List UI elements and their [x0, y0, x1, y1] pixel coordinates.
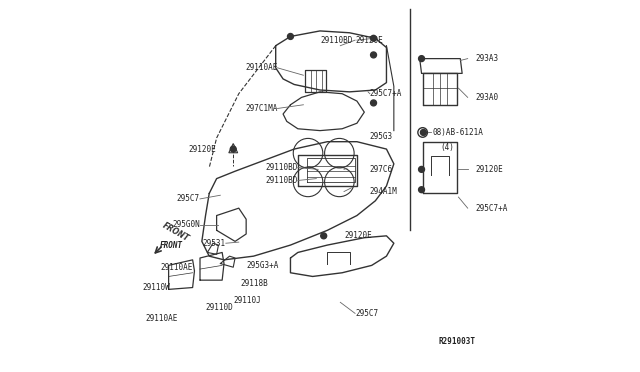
- Text: 295G3: 295G3: [370, 132, 393, 141]
- Text: 29531: 29531: [203, 239, 226, 248]
- Circle shape: [420, 129, 426, 135]
- Text: 294A1M: 294A1M: [370, 187, 397, 196]
- Text: 297C1MA: 297C1MA: [245, 104, 278, 113]
- Text: 29118B: 29118B: [241, 279, 268, 288]
- Circle shape: [230, 146, 236, 152]
- Text: 29110AE: 29110AE: [160, 263, 193, 272]
- Circle shape: [371, 100, 376, 106]
- Text: 295G0N: 295G0N: [172, 220, 200, 229]
- Circle shape: [371, 35, 376, 41]
- Text: 29110AE: 29110AE: [145, 314, 178, 323]
- Circle shape: [371, 52, 376, 58]
- Text: 295C7+A: 295C7+A: [475, 203, 508, 213]
- Text: 29120E: 29120E: [189, 145, 216, 154]
- Text: 29120E: 29120E: [355, 36, 383, 45]
- Text: B: B: [420, 130, 425, 135]
- Text: 29110W: 29110W: [143, 283, 170, 292]
- Text: 297C6: 297C6: [370, 165, 393, 174]
- Text: 293A0: 293A0: [475, 93, 498, 102]
- Text: 295C7: 295C7: [177, 195, 200, 203]
- Text: 29120E: 29120E: [344, 231, 372, 240]
- Text: 29110BD: 29110BD: [320, 36, 353, 45]
- Text: 293A3: 293A3: [475, 54, 498, 63]
- Circle shape: [419, 56, 424, 62]
- Text: 29110BD: 29110BD: [266, 163, 298, 172]
- Text: 29120E: 29120E: [475, 165, 503, 174]
- Text: 295C7: 295C7: [355, 309, 378, 318]
- Text: 08)AB-6121A: 08)AB-6121A: [433, 128, 483, 137]
- Text: (4): (4): [440, 143, 454, 152]
- Text: FRONT: FRONT: [159, 241, 182, 250]
- Text: 29110AE: 29110AE: [245, 63, 278, 72]
- Circle shape: [419, 187, 424, 193]
- Text: 29110D: 29110D: [205, 303, 234, 312]
- Text: 295C7+A: 295C7+A: [370, 89, 402, 98]
- Text: 29110BD: 29110BD: [266, 176, 298, 185]
- Text: 29110J: 29110J: [233, 296, 261, 305]
- Text: 295G3+A: 295G3+A: [246, 261, 278, 270]
- Circle shape: [287, 33, 293, 39]
- Circle shape: [419, 166, 424, 172]
- Text: R291003T: R291003T: [438, 337, 475, 346]
- Circle shape: [321, 233, 326, 239]
- Text: FRONT: FRONT: [161, 221, 191, 243]
